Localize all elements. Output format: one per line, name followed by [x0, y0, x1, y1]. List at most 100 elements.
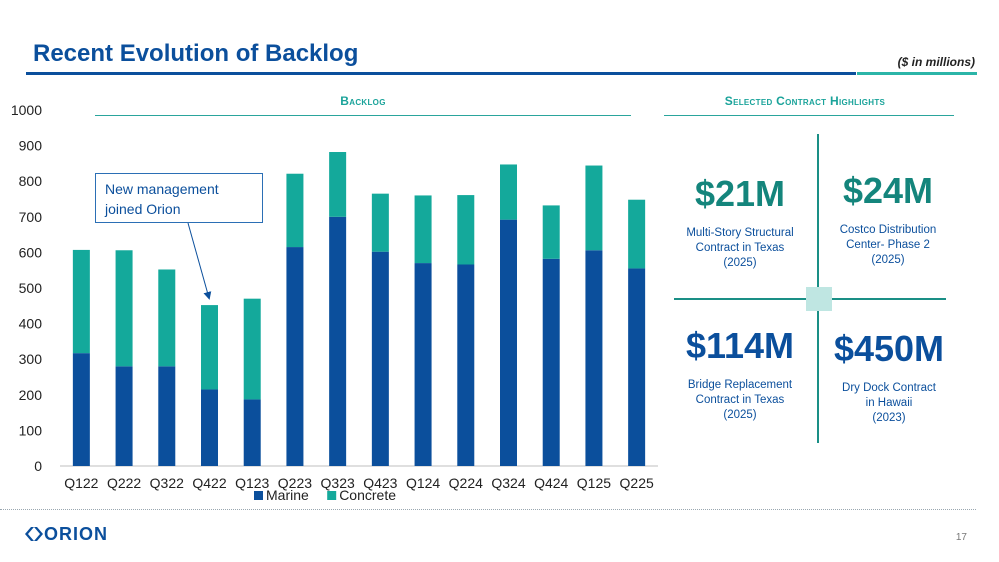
bar-marine-q124 [414, 263, 432, 466]
backlog-section-rule [95, 115, 631, 116]
bar-concrete-q122 [72, 249, 90, 354]
highlight-desc-line: Contract in Texas [695, 242, 785, 254]
legend-swatch-marine [254, 491, 263, 500]
x-tick-label: Q323 [321, 475, 355, 491]
bar-concrete-q223 [286, 173, 304, 248]
highlight-desc-line: (2025) [723, 257, 757, 269]
x-axis: Q122 Q222 Q322 Q422 Q123 Q223 Q323 Q423 Q124 Q224… [64, 475, 654, 491]
y-tick-label: 400 [19, 316, 43, 332]
bar-concrete-q123 [243, 298, 261, 400]
highlight-cell: $21M Multi-Story Structural Contract in … [670, 174, 810, 271]
y-axis: 0 100 200 300 400 500 600 700 800 900 1000 [11, 102, 658, 474]
x-tick-label: Q123 [235, 475, 269, 491]
y-tick-label: 200 [19, 387, 43, 403]
bar-concrete-q422 [201, 305, 218, 390]
legend-swatch-concrete [327, 491, 337, 500]
x-tick-label: Q125 [577, 475, 611, 491]
highlight-amount: $24M [842, 170, 934, 211]
y-tick-label: 900 [19, 138, 43, 154]
x-tick-label: Q222 [107, 475, 141, 491]
backlog-chart: 0 100 200 300 400 500 600 700 800 900 1000 Q122 Q22… [11, 102, 658, 503]
bar-concrete-q423 [371, 193, 389, 252]
highlights-section-heading: Selected Contract Highlights [724, 94, 886, 108]
y-tick-label: 0 [34, 458, 42, 474]
y-tick-label: 1000 [11, 102, 42, 118]
highlight-desc-line: Costco Distribution [839, 224, 937, 236]
bar-marine-q225 [628, 268, 646, 466]
y-tick-label: 600 [19, 244, 43, 260]
bar-concrete-q222 [115, 250, 133, 367]
highlight-description: Dry Dock Contract in Hawaii (2023) [819, 381, 959, 426]
highlight-amount: $21M [694, 173, 786, 214]
highlight-desc-line: (2025) [723, 409, 757, 421]
highlight-desc-line: Multi-Story Structural [686, 227, 794, 239]
bar-marine-q324 [500, 219, 517, 466]
legend-label-concrete: Concrete [339, 487, 396, 503]
title-rule [26, 72, 856, 75]
highlight-amount: $450M [833, 328, 945, 369]
y-tick-label: 100 [19, 422, 43, 438]
y-tick-label: 500 [19, 280, 43, 296]
callout-line-1: New management [105, 181, 219, 197]
x-tick-label: Q225 [620, 475, 654, 491]
x-tick-label: Q124 [406, 475, 440, 491]
chart-legend: Marine Concrete [254, 487, 396, 503]
highlight-divider-center [806, 287, 832, 311]
logo-text: ORION [44, 524, 109, 544]
page-number: 17 [955, 532, 967, 543]
bar-concrete-q124 [414, 195, 432, 264]
title-rule-accent [857, 72, 977, 75]
highlight-desc-line: Contract in Texas [695, 394, 785, 406]
highlight-description: Costco Distribution Center- Phase 2 (202… [818, 223, 958, 268]
bar-concrete-q323 [329, 152, 347, 217]
callout-line-2: joined Orion [105, 201, 181, 217]
bar-concrete-q322 [158, 269, 176, 367]
highlight-description: Multi-Story Structural Contract in Texas… [670, 226, 810, 271]
bar-marine-q224 [457, 264, 475, 466]
bar-marine-q123 [243, 399, 261, 466]
highlight-desc-line: Center- Phase 2 [846, 239, 930, 251]
x-tick-label: Q322 [150, 475, 184, 491]
bar-marine-q422 [201, 389, 218, 466]
bar-concrete-q424 [542, 205, 560, 259]
bar-marine-q323 [329, 216, 347, 466]
highlight-amount: $114M [685, 325, 795, 366]
highlight-description: Bridge Replacement Contract in Texas (20… [670, 378, 810, 423]
bar-concrete-q125 [585, 165, 603, 251]
highlight-desc-line: (2025) [871, 254, 905, 266]
x-tick-label: Q324 [491, 475, 525, 491]
y-tick-label: 700 [19, 209, 43, 225]
y-tick-label: 800 [19, 173, 43, 189]
x-tick-label: Q224 [449, 475, 483, 491]
x-tick-label: Q423 [363, 475, 397, 491]
legend-label-marine: Marine [266, 487, 309, 503]
x-tick-label: Q122 [64, 475, 98, 491]
highlight-desc-line: Bridge Replacement [687, 379, 793, 391]
bar-marine-q424 [542, 258, 560, 466]
highlight-cell: $24M Costco Distribution Center- Phase 2… [818, 171, 958, 268]
bar-marine-q122 [72, 353, 90, 466]
footer-rule [0, 509, 976, 510]
bar-marine-q322 [158, 366, 176, 466]
management-callout: New management joined Orion [95, 173, 263, 223]
highlights-section-rule [664, 115, 954, 116]
y-tick-label: 300 [19, 351, 43, 367]
highlight-desc-line: Dry Dock Contract [842, 382, 936, 394]
highlight-desc-line: (2023) [872, 412, 906, 424]
bars [72, 152, 646, 466]
x-tick-label: Q422 [192, 475, 226, 491]
bar-marine-q223 [286, 247, 304, 466]
bar-marine-q423 [371, 251, 389, 466]
x-tick-label: Q223 [278, 475, 312, 491]
bar-concrete-q225 [628, 199, 646, 269]
page-title: Recent Evolution of Backlog [33, 40, 359, 67]
highlight-cell: $114M Bridge Replacement Contract in Tex… [670, 326, 810, 423]
bar-marine-q222 [115, 366, 133, 466]
orion-logo: ORION [24, 524, 108, 545]
highlight-cell: $450M Dry Dock Contract in Hawaii (2023) [819, 329, 959, 426]
backlog-section-heading: Backlog [340, 94, 386, 108]
x-tick-label: Q424 [534, 475, 568, 491]
units-note: ($ in millions) [897, 55, 975, 69]
bar-marine-q125 [585, 250, 603, 466]
highlight-desc-line: in Hawaii [865, 397, 913, 409]
